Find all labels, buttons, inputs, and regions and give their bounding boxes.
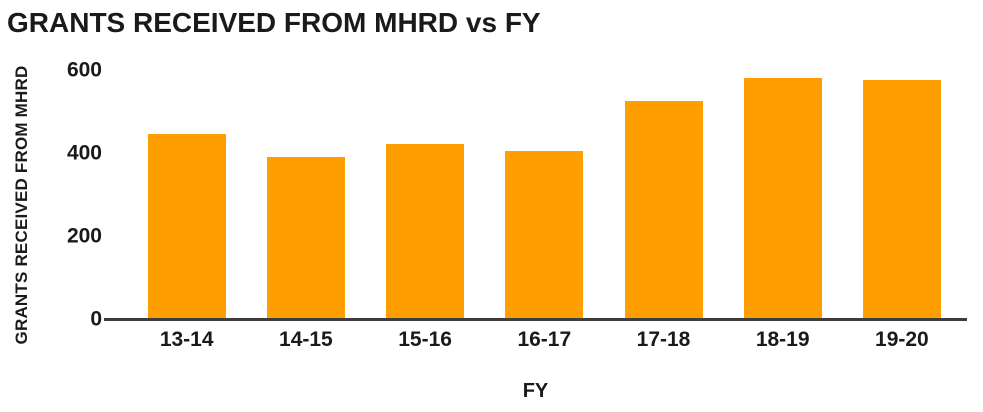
- x-axis-label: FY: [522, 380, 549, 402]
- bar-14-15: [266, 156, 345, 319]
- bar-19-20: [862, 80, 941, 319]
- x-tick-label: 19-20: [875, 328, 929, 351]
- x-tick-label: 18-19: [755, 328, 810, 351]
- x-tick-label: 17-18: [636, 328, 691, 351]
- bar-16-17: [505, 150, 584, 319]
- x-tick-label: 15-16: [398, 328, 452, 351]
- x-tick-label: 16-17: [517, 328, 572, 351]
- bar-17-18: [624, 100, 703, 319]
- chart-title: GRANTS RECEIVED FROM MHRD vs FY: [7, 7, 541, 38]
- bar-18-19: [743, 78, 822, 319]
- x-tick-label: 13-14: [159, 328, 214, 351]
- x-axis-line: [104, 318, 967, 321]
- y-tick-label: 400: [66, 141, 102, 165]
- bar-15-16: [386, 144, 465, 319]
- bar-13-14: [147, 134, 226, 319]
- x-tick-label: 14-15: [279, 328, 333, 351]
- y-tick-label: 200: [66, 224, 102, 248]
- y-tick-label: 0: [90, 307, 102, 330]
- y-tick-label: 600: [66, 58, 102, 82]
